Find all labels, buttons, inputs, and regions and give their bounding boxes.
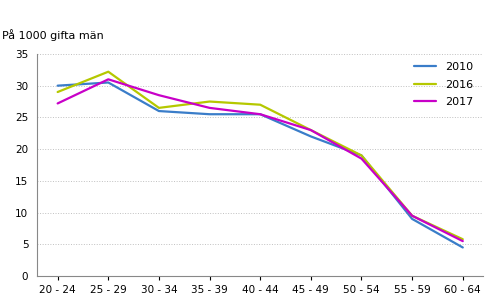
2016	[207, 100, 213, 103]
2016	[257, 103, 263, 107]
Legend: 2010, 2016, 2017: 2010, 2016, 2017	[409, 57, 477, 112]
2017	[106, 78, 111, 81]
2010	[106, 81, 111, 84]
2017	[257, 112, 263, 116]
2017	[308, 128, 314, 132]
2017	[460, 239, 466, 243]
2017	[207, 106, 213, 110]
2016	[358, 154, 364, 157]
2016	[308, 128, 314, 132]
Line: 2017: 2017	[57, 79, 463, 241]
2010	[308, 135, 314, 138]
2016	[55, 90, 60, 94]
2016	[460, 237, 466, 241]
2010	[257, 112, 263, 116]
2016	[409, 214, 415, 217]
Line: 2010: 2010	[57, 82, 463, 247]
Line: 2016: 2016	[57, 72, 463, 239]
2010	[207, 112, 213, 116]
2017	[409, 214, 415, 217]
2010	[460, 246, 466, 249]
Text: På 1000 gifta män: På 1000 gifta män	[2, 29, 104, 40]
2010	[55, 84, 60, 88]
2016	[156, 106, 162, 110]
2017	[55, 102, 60, 105]
2017	[358, 157, 364, 160]
2017	[156, 93, 162, 97]
2010	[358, 154, 364, 157]
2016	[106, 70, 111, 73]
2010	[409, 217, 415, 221]
2010	[156, 109, 162, 113]
